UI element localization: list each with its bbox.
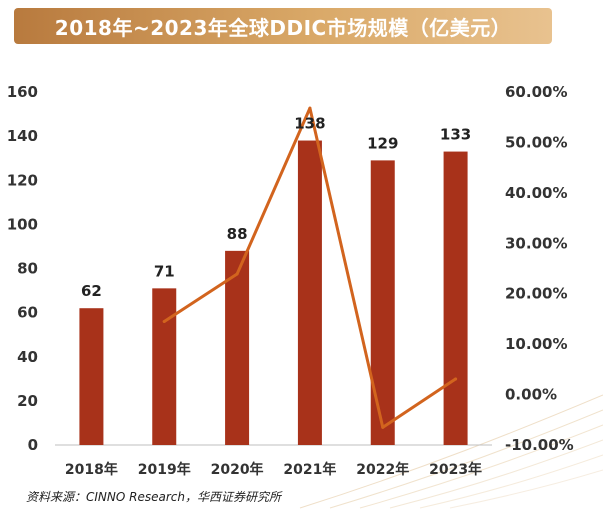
- y-right-tick-label: 50.00%: [505, 133, 567, 151]
- growth-point: [235, 272, 239, 276]
- y-left-tick-label: 140: [7, 127, 38, 145]
- y-left-tick-label: 0: [28, 436, 38, 454]
- y-right-tick-label: -10.00%: [505, 436, 574, 454]
- y-left-tick-label: 160: [7, 83, 38, 101]
- bar: [297, 140, 322, 445]
- bar-series: [79, 140, 468, 446]
- bar: [443, 151, 468, 445]
- y-left-tick-label: 100: [7, 215, 38, 233]
- growth-point: [162, 319, 166, 323]
- bar-data-label: 88: [227, 225, 248, 243]
- growth-point: [381, 425, 385, 429]
- x-tick-label: 2019年: [138, 461, 191, 478]
- bar: [370, 160, 395, 446]
- y-right-tick-label: 60.00%: [505, 83, 567, 101]
- y-left-tick-label: 120: [7, 171, 38, 189]
- bar: [79, 308, 104, 445]
- y-right-tick-label: 20.00%: [505, 285, 567, 303]
- y-left-tick-label: 80: [17, 260, 38, 278]
- y-left-tick-label: 60: [17, 304, 38, 322]
- y-axis-right: -10.00% 0.00% 10.00% 20.00% 30.00% 40.00% 50.0…: [505, 83, 574, 454]
- bar-data-label: 129: [367, 134, 398, 152]
- source-note: 资料来源：CINNO Research，华西证券研究所: [26, 490, 281, 504]
- y-right-tick-label: 10.00%: [505, 335, 567, 353]
- y-left-tick-label: 20: [17, 392, 38, 410]
- x-tick-label: 2023年: [429, 461, 482, 478]
- decorative-swoosh: [299, 394, 603, 509]
- y-left-tick-label: 40: [17, 348, 38, 366]
- x-tick-label: 2018年: [65, 461, 118, 478]
- growth-point: [308, 106, 312, 110]
- bar-data-label: 62: [81, 282, 102, 300]
- data-labels: 62 71 88 138 129 133: [81, 115, 471, 301]
- y-right-tick-label: 0.00%: [505, 386, 557, 404]
- x-tick-label: 2020年: [211, 461, 264, 478]
- x-tick-label: 2022年: [356, 461, 409, 478]
- y-right-tick-label: 30.00%: [505, 234, 567, 252]
- y-right-tick-label: 40.00%: [505, 184, 567, 202]
- bar: [152, 288, 177, 445]
- title-banner: 2018年~2023年全球DDIC市场规模（亿美元）: [14, 8, 552, 44]
- chart-title: 2018年~2023年全球DDIC市场规模（亿美元）: [54, 15, 512, 40]
- bar: [225, 250, 250, 445]
- bar-data-label: 138: [294, 115, 325, 133]
- x-axis: 2018年 2019年 2020年 2021年 2022年 2023年: [65, 461, 482, 478]
- bar-data-label: 133: [440, 126, 471, 144]
- x-tick-label: 2021年: [283, 461, 336, 478]
- growth-point: [454, 377, 458, 381]
- bar-data-label: 71: [154, 262, 175, 280]
- y-axis-left: 0 20 40 60 80 100 120 140 160: [7, 83, 38, 454]
- growth-line-series: [162, 106, 458, 429]
